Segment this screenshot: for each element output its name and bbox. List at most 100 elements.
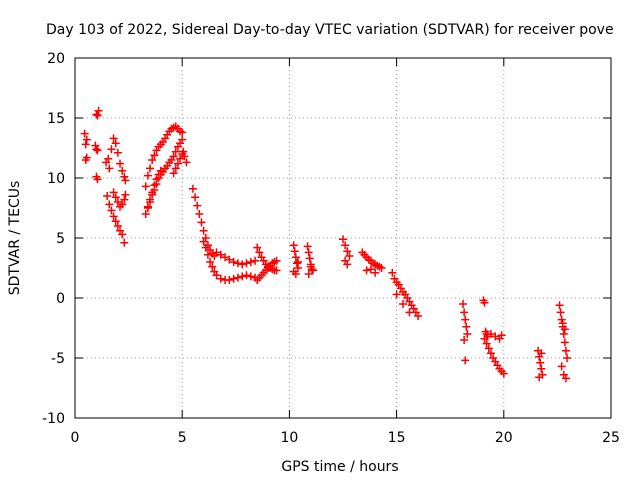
data-point (557, 362, 566, 371)
data-point (233, 259, 242, 268)
data-point (537, 349, 546, 358)
data-point (305, 254, 314, 263)
data-point (216, 274, 225, 283)
data-point (229, 274, 238, 283)
data-point (193, 201, 202, 210)
data-point (146, 195, 155, 204)
data-point (414, 312, 423, 320)
data-point (482, 339, 491, 348)
data-point (178, 135, 187, 144)
data-point (392, 290, 401, 299)
y-tick-label: 20 (47, 51, 65, 67)
data-point (91, 141, 100, 150)
data-point (272, 256, 281, 265)
data-point (113, 198, 122, 206)
data-point (556, 308, 565, 317)
data-point (229, 258, 238, 266)
data-point (148, 156, 157, 164)
data-point (289, 241, 298, 250)
data-point (109, 188, 118, 197)
data-point (120, 238, 129, 247)
data-point (491, 332, 500, 341)
data-point (179, 147, 188, 156)
data-point (484, 344, 493, 353)
data-point (92, 145, 101, 154)
y-tick-label: -10 (42, 411, 65, 427)
data-point (173, 159, 182, 168)
data-point (169, 152, 178, 161)
data-point (176, 154, 185, 163)
x-axis-label: GPS time / hours (281, 459, 398, 475)
data-point (150, 181, 159, 190)
data-point (561, 374, 570, 383)
data-point (290, 247, 299, 256)
x-tick-labels: 0 5 10 15 20 25 (71, 430, 620, 446)
data-point (238, 272, 247, 281)
data-point (105, 200, 114, 209)
data-point (480, 298, 489, 307)
data-point (536, 358, 545, 367)
data-point (233, 273, 242, 282)
data-point (93, 146, 102, 155)
data-point (111, 139, 120, 148)
chart-title: Day 103 of 2022, Sidereal Day-to-day VTE… (46, 22, 614, 38)
data-point (341, 241, 350, 250)
data-point (242, 271, 251, 280)
data-point (255, 248, 264, 257)
data-point (146, 164, 155, 173)
data-point (206, 258, 215, 266)
data-point (150, 151, 159, 160)
data-point (497, 331, 506, 340)
data-point (461, 356, 470, 365)
data-point (461, 315, 470, 324)
data-point (141, 182, 150, 191)
data-point (82, 153, 91, 162)
data-point (104, 154, 113, 163)
data-point (460, 336, 469, 344)
data-point (81, 140, 90, 149)
y-tick-labels: -10 -5 0 5 10 15 20 (42, 51, 65, 427)
data-point (203, 250, 212, 259)
data-point (107, 145, 116, 154)
data-point (366, 265, 375, 274)
data-point (246, 258, 255, 266)
data-point (212, 248, 221, 257)
data-point (178, 128, 187, 137)
data-point (362, 266, 371, 275)
data-point (208, 262, 217, 271)
data-point (113, 148, 122, 157)
data-point (111, 193, 120, 202)
data-point (537, 364, 546, 373)
data-point (306, 262, 315, 271)
data-series (80, 106, 572, 383)
data-point (225, 276, 234, 284)
data-point (272, 266, 281, 275)
data-point (399, 300, 408, 308)
series-sdtvar (80, 106, 572, 383)
data-point (93, 175, 102, 184)
data-point (560, 325, 569, 334)
data-point (80, 129, 89, 138)
data-point (109, 134, 118, 143)
y-axis-label: SDTVAR / TECUs (7, 181, 23, 296)
data-point (82, 135, 91, 144)
data-point (462, 322, 471, 331)
data-point (292, 259, 301, 268)
data-point (148, 188, 157, 197)
data-point (171, 147, 180, 156)
x-tick-label: 20 (495, 430, 513, 446)
data-point (109, 212, 118, 221)
y-tick-label: 5 (56, 231, 65, 247)
axis-ticks (74, 57, 612, 419)
data-point (371, 268, 380, 277)
data-point (251, 256, 260, 265)
data-point (460, 308, 469, 317)
data-point (405, 308, 414, 317)
data-point (143, 171, 152, 180)
data-point (216, 250, 225, 259)
y-tick-label: 15 (47, 111, 65, 127)
data-point (188, 184, 197, 193)
data-point (120, 195, 129, 204)
y-tick-label: 0 (56, 291, 65, 307)
data-point (199, 237, 208, 246)
